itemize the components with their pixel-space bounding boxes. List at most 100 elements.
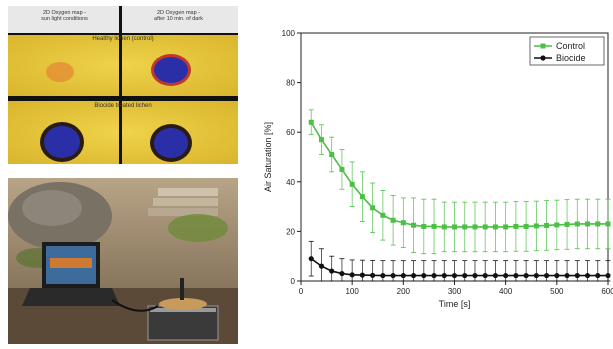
biocide-point — [544, 272, 550, 279]
x-tick-label: 600 — [601, 287, 613, 296]
x-axis-label: Time [s] — [439, 299, 471, 309]
biocide-point — [503, 272, 509, 279]
sensor-probe — [180, 278, 184, 300]
col-left-caption: 2D Oxygen map - sun light conditions — [41, 10, 88, 22]
healthy-light-spot — [46, 62, 74, 82]
oxygen-map-panel: 2D Oxygen map - sun light conditions 2D … — [8, 6, 238, 164]
y-tick-label: 100 — [282, 29, 296, 38]
control-point — [339, 166, 345, 172]
biocide-point — [492, 272, 499, 279]
legend-control-label: Control — [556, 41, 585, 51]
biocide-point — [308, 256, 314, 262]
x-tick-label: 100 — [345, 287, 359, 296]
y-tick-label: 20 — [286, 227, 295, 236]
control-point — [605, 221, 611, 227]
biocide-light-spot — [44, 126, 80, 158]
field-photo-graphic — [8, 178, 238, 344]
x-tick-label: 200 — [397, 287, 411, 296]
legend-biocide-marker — [540, 55, 546, 61]
air-saturation-chart: 0 20 40 60 80 100 0 100 200 300 400 500 600 Control Bi… — [252, 22, 613, 318]
control-point — [359, 194, 365, 200]
x-tick-label: 0 — [299, 287, 304, 296]
control-point — [462, 224, 468, 230]
control-line — [310, 121, 608, 228]
control-point — [318, 137, 324, 143]
biocide-point — [421, 272, 427, 279]
control-point — [308, 119, 314, 125]
control-point — [349, 181, 355, 187]
control-point — [523, 223, 529, 229]
biocide-point — [462, 272, 468, 279]
plot-area: 0 20 40 60 80 100 0 100 200 300 400 500 600 Control Bi… — [282, 29, 613, 296]
y-tick-label: 0 — [291, 277, 296, 286]
control-point — [411, 222, 417, 228]
control-point — [390, 217, 396, 223]
biocide-point — [349, 272, 355, 278]
biocide-point — [441, 272, 447, 279]
control-point — [329, 152, 335, 158]
biocide-row — [8, 101, 238, 164]
biocide-point — [318, 263, 325, 269]
col-right-caption: 2D Oxygen map - after 10 min. of dark — [154, 10, 203, 22]
y-tick-label: 80 — [286, 79, 295, 88]
biocide-point — [472, 272, 478, 279]
healthy-dark-spot — [154, 57, 188, 83]
biocide-point — [595, 272, 601, 279]
oxygen-map-graphic — [8, 6, 238, 164]
biocide-point — [329, 268, 335, 274]
field-photo — [8, 178, 238, 344]
control-point — [554, 222, 560, 228]
biocide-point — [339, 270, 345, 277]
biocide-point — [431, 272, 437, 279]
caption-strip — [8, 6, 238, 34]
biocide-point — [451, 272, 458, 279]
biocide-point — [523, 272, 529, 279]
biocide-point — [554, 272, 560, 279]
top-row-label: Healthy lichen (control) — [92, 36, 154, 42]
control-point — [595, 221, 601, 227]
biocide-point — [370, 272, 376, 278]
biocide-point — [564, 272, 570, 279]
bottom-row-label: Biocide treated lichen — [94, 103, 152, 109]
control-point — [421, 223, 427, 229]
chart-svg: 0 20 40 60 80 100 0 100 200 300 400 500 600 Control Bi… — [263, 29, 613, 309]
control-point — [585, 221, 591, 227]
biocide-point — [533, 272, 539, 279]
biocide-point — [390, 272, 396, 279]
y-axis-label: Air Saturation [%] — [263, 122, 273, 192]
x-tick-label: 400 — [499, 287, 513, 296]
control-point — [533, 223, 539, 229]
legend-control-marker — [540, 43, 546, 49]
biocide-point — [410, 272, 417, 279]
control-point — [503, 224, 509, 230]
legend-biocide-label: Biocide — [556, 53, 586, 63]
row-separator — [8, 96, 238, 101]
biocide-point — [605, 272, 611, 279]
biocide-point — [380, 272, 386, 279]
control-point — [574, 221, 580, 227]
biocide-line — [310, 258, 608, 277]
biocide-dark-spot — [154, 128, 188, 158]
control-point — [472, 224, 478, 230]
control-point — [452, 224, 457, 230]
control-point — [564, 221, 570, 227]
control-point — [544, 222, 550, 228]
biocide-point — [584, 272, 591, 279]
biocide-point — [359, 272, 365, 278]
control-point — [492, 224, 498, 230]
column-divider — [119, 6, 122, 164]
control-point — [400, 220, 406, 226]
sample-dish — [159, 298, 207, 310]
x-tick-label: 500 — [550, 287, 564, 296]
biocide-point — [482, 272, 488, 279]
control-point — [380, 212, 386, 218]
control-point — [482, 224, 488, 230]
x-tick-label: 300 — [448, 287, 462, 296]
healthy-row — [8, 34, 238, 96]
biocide-point — [400, 272, 406, 279]
control-point — [370, 205, 376, 211]
y-tick-label: 60 — [286, 128, 295, 137]
biocide-point — [513, 272, 519, 279]
control-point — [431, 223, 437, 229]
control-point — [513, 223, 519, 229]
